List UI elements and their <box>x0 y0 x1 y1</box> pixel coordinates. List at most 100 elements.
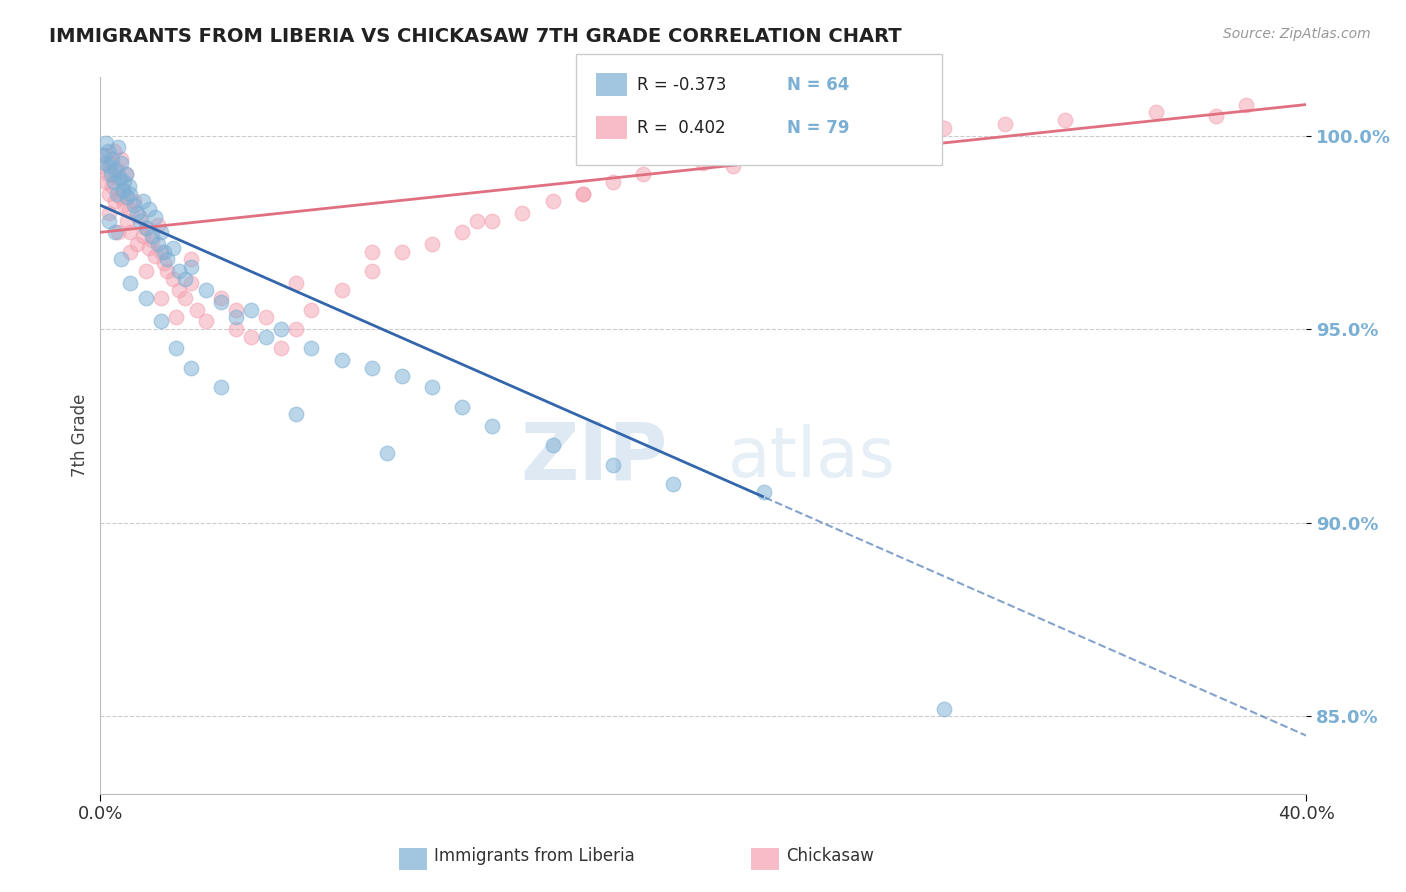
Point <box>122 198 145 212</box>
Point <box>141 229 163 244</box>
Point <box>120 244 142 259</box>
Point <box>96 136 118 151</box>
Point <box>752 484 775 499</box>
Point <box>934 701 956 715</box>
Point <box>98 160 121 174</box>
Point <box>138 241 160 255</box>
Point <box>465 213 488 227</box>
Point <box>420 380 443 394</box>
Point <box>120 186 142 201</box>
Point <box>135 291 157 305</box>
Point <box>156 264 179 278</box>
Point <box>375 446 398 460</box>
Point <box>1234 97 1257 112</box>
Text: R =  0.402: R = 0.402 <box>637 119 725 136</box>
Point <box>1205 109 1227 123</box>
Point <box>146 236 169 251</box>
Point <box>512 206 534 220</box>
Point <box>186 302 208 317</box>
Point <box>1144 105 1167 120</box>
Point <box>98 186 121 201</box>
Point <box>152 256 174 270</box>
Point <box>451 225 474 239</box>
Point <box>391 368 413 383</box>
Point <box>541 438 564 452</box>
Point <box>330 284 353 298</box>
Point <box>93 148 115 162</box>
Point <box>104 163 127 178</box>
Point <box>225 322 247 336</box>
Point <box>131 194 153 209</box>
Point <box>111 183 134 197</box>
Point <box>602 175 624 189</box>
Point <box>118 178 141 193</box>
Point <box>225 302 247 317</box>
Point <box>98 213 121 227</box>
Point <box>103 175 125 189</box>
Point <box>143 210 166 224</box>
Point <box>299 342 322 356</box>
Point <box>240 330 263 344</box>
Point <box>149 225 172 239</box>
Point <box>165 342 187 356</box>
Text: Immigrants from Liberia: Immigrants from Liberia <box>434 847 636 865</box>
Text: N = 64: N = 64 <box>787 76 849 94</box>
Point <box>110 152 132 166</box>
Point <box>105 163 128 178</box>
Point <box>631 167 654 181</box>
Point <box>571 186 593 201</box>
Point <box>194 284 217 298</box>
Point <box>149 314 172 328</box>
Point <box>114 175 136 189</box>
Point <box>141 233 163 247</box>
Point <box>107 225 129 239</box>
Point <box>285 407 308 421</box>
Point <box>541 194 564 209</box>
Point <box>360 360 382 375</box>
Point <box>240 302 263 317</box>
Point <box>162 241 184 255</box>
Point <box>270 342 292 356</box>
Point <box>692 155 714 169</box>
Point <box>110 252 132 267</box>
Point <box>209 380 232 394</box>
Text: N = 79: N = 79 <box>787 119 849 136</box>
Point <box>131 229 153 244</box>
Point <box>135 221 157 235</box>
Point <box>360 264 382 278</box>
Point <box>481 213 503 227</box>
Point <box>173 272 195 286</box>
Point <box>873 128 896 143</box>
Point <box>117 213 139 227</box>
Point <box>602 458 624 472</box>
Point <box>138 202 160 216</box>
Point <box>934 120 956 135</box>
Point <box>97 167 120 181</box>
Point <box>146 218 169 232</box>
Point <box>108 171 131 186</box>
Point <box>104 194 127 209</box>
Point <box>167 264 190 278</box>
Point <box>101 178 124 193</box>
Point <box>165 310 187 325</box>
Point <box>225 310 247 325</box>
Text: atlas: atlas <box>727 424 896 491</box>
Point <box>662 477 685 491</box>
Point <box>571 186 593 201</box>
Point <box>156 252 179 267</box>
Point <box>115 167 138 181</box>
Point <box>167 284 190 298</box>
Point <box>209 295 232 310</box>
Point <box>128 213 150 227</box>
Point <box>103 144 125 158</box>
Point <box>270 322 292 336</box>
Point <box>254 330 277 344</box>
Text: ZIP: ZIP <box>520 418 666 496</box>
Point <box>994 117 1017 131</box>
Point <box>108 190 131 204</box>
Point <box>100 167 122 181</box>
Point <box>135 264 157 278</box>
Point <box>180 276 202 290</box>
Point <box>149 244 172 259</box>
Point <box>94 155 117 169</box>
